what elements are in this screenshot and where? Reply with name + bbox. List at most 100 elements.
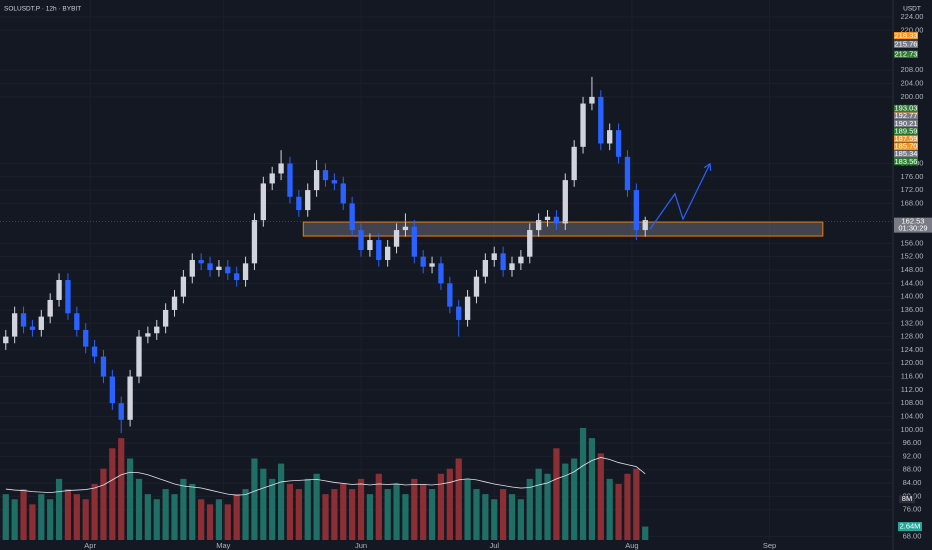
y-tick-label: 156.00 <box>901 238 924 247</box>
candle-body <box>500 253 506 270</box>
volume-last-label: 2.64M <box>900 522 921 531</box>
candle-body <box>544 216 551 221</box>
y-tick-label: 124.00 <box>901 345 924 354</box>
candle-body <box>322 170 329 181</box>
x-tick-label: May <box>216 541 230 550</box>
candle-body <box>296 196 302 211</box>
volume-bar <box>82 499 89 540</box>
y-tick-label: 112.00 <box>901 385 923 394</box>
x-tick-label: Jun <box>355 541 367 550</box>
candle-body <box>216 266 222 270</box>
volume-bar <box>633 468 640 540</box>
candle-body <box>136 336 142 377</box>
volume-bar <box>588 438 596 540</box>
y-tick-label: 68.00 <box>903 531 922 540</box>
volume-bar <box>260 468 267 540</box>
y-tick-label: 132.00 <box>901 318 924 327</box>
y-tick-label: 224.00 <box>901 12 924 21</box>
candle-body <box>624 156 631 191</box>
candle-body <box>3 336 9 344</box>
price-badge <box>894 135 918 143</box>
candle-body <box>189 260 195 277</box>
volume-bar <box>357 478 365 540</box>
volume-bar <box>517 499 524 540</box>
volume-bar <box>144 494 151 540</box>
candle-body <box>464 296 471 320</box>
candle-body <box>234 273 240 280</box>
volume-bar <box>491 499 498 540</box>
chart-title: SOLUSDT.P · 12h · BYBIT <box>4 6 81 13</box>
y-tick-label: 116.00 <box>901 372 923 381</box>
candle-body <box>198 260 204 264</box>
candle-body <box>358 230 364 251</box>
volume-bar <box>269 478 276 540</box>
candle-body <box>456 306 462 320</box>
y-tick-label: 176.00 <box>901 172 924 181</box>
candle-body <box>180 276 187 297</box>
volume-bar <box>384 489 391 540</box>
candle-body <box>287 163 293 197</box>
candle-body <box>118 403 124 420</box>
y-tick-label: 84.00 <box>903 478 922 487</box>
volume-bar <box>597 453 604 540</box>
volume-bar <box>224 504 231 540</box>
volume-bar <box>118 438 125 540</box>
volume-bar <box>180 478 187 540</box>
candle-body <box>74 313 80 330</box>
price-badge <box>894 142 918 151</box>
volume-bar <box>206 504 214 540</box>
volume-bar <box>64 489 72 540</box>
candle-body <box>420 256 426 267</box>
candle-body <box>402 226 409 231</box>
price-badge-label: 185.34 <box>895 149 918 158</box>
candle-body <box>171 296 178 310</box>
candle-body <box>20 313 27 327</box>
volume-tick-label: 8M <box>902 494 912 503</box>
volume-bar <box>189 483 196 540</box>
candle-body <box>562 180 568 224</box>
candle-body <box>607 130 613 144</box>
candle-body <box>331 180 338 184</box>
candle-body <box>411 226 417 257</box>
candle-body <box>518 256 524 264</box>
support-zone <box>302 221 824 237</box>
candle-body <box>393 230 400 247</box>
candle-body <box>367 240 373 251</box>
candle-body <box>269 173 275 184</box>
y-tick-label: 172.00 <box>901 185 924 194</box>
projection-arrowhead <box>703 162 712 171</box>
volume-bar <box>2 494 9 540</box>
current-price-label: 162.53 <box>902 217 925 226</box>
candle-body <box>340 183 346 204</box>
candle-body <box>438 263 444 284</box>
price-badge <box>894 120 918 128</box>
volume-bar <box>571 458 578 540</box>
volume-ma-line <box>5 457 646 496</box>
y-tick-label: 120.00 <box>901 358 924 367</box>
y-tick-label: 100.00 <box>901 425 924 434</box>
x-tick-label: Sep <box>763 541 776 550</box>
volume-bar <box>127 458 134 540</box>
y-tick-label: 200.00 <box>901 92 924 101</box>
price-badge <box>894 112 918 120</box>
candle-body <box>571 146 577 181</box>
volume-bar <box>47 499 54 540</box>
current-price-badge <box>894 217 932 233</box>
candle-body <box>162 309 169 327</box>
candle-body <box>509 263 515 270</box>
candle-body <box>56 279 62 300</box>
candle-body <box>384 246 391 261</box>
volume-bar <box>446 468 453 540</box>
volume-bar <box>411 478 418 540</box>
candle-body <box>447 283 453 307</box>
price-badge <box>894 50 918 58</box>
price-badge <box>894 40 918 48</box>
price-badge-label: 212.73 <box>895 49 918 58</box>
volume-bar <box>366 494 374 540</box>
currency-label: USDT <box>903 6 921 13</box>
candle-body <box>65 279 71 314</box>
price-badge <box>894 150 918 158</box>
candle-body <box>527 230 533 257</box>
volume-bar <box>251 458 258 540</box>
candle-body <box>251 220 258 264</box>
